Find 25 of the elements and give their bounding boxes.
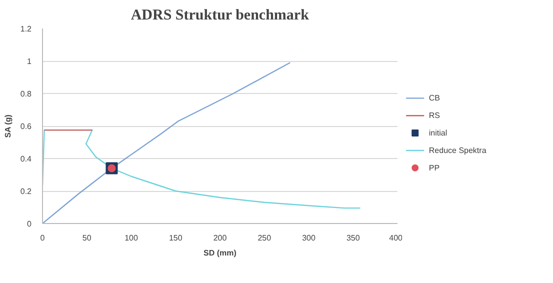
x-tick-label: 50 (82, 234, 92, 242)
x-tick-label: 350 (346, 234, 360, 242)
y-tick-label: 0.6 (20, 122, 32, 131)
y-tick-label: 0.2 (20, 187, 32, 196)
x-axis-title: SD (mm) (204, 248, 237, 258)
legend-label: initial (428, 128, 448, 138)
y-tick-label: 0.4 (20, 154, 32, 164)
y-tick-label: 0.8 (20, 90, 32, 98)
y-tick-label: 1.2 (20, 24, 32, 34)
x-tick-label: 0 (40, 234, 46, 242)
y-tick-label: 0 (27, 220, 32, 228)
x-tick-label: 100 (124, 234, 138, 242)
legend-label: Reduce Spektra (428, 146, 487, 155)
line-series (42, 62, 291, 224)
y-axis-title: SA (g) (3, 114, 12, 138)
x-tick-label: 150 (168, 234, 183, 242)
x-tick-label: 250 (258, 234, 272, 242)
x-tick-label: 300 (302, 234, 316, 242)
legend-label: CB (428, 94, 440, 103)
chart-title: ADRS Struktur benchmark (130, 8, 310, 24)
x-tick-label: 200 (213, 234, 228, 242)
y-tick-label: 1 (27, 57, 32, 66)
legend-label: PP (428, 163, 440, 172)
x-tick-label: 400 (389, 234, 404, 242)
legend-label: RS (428, 111, 440, 120)
